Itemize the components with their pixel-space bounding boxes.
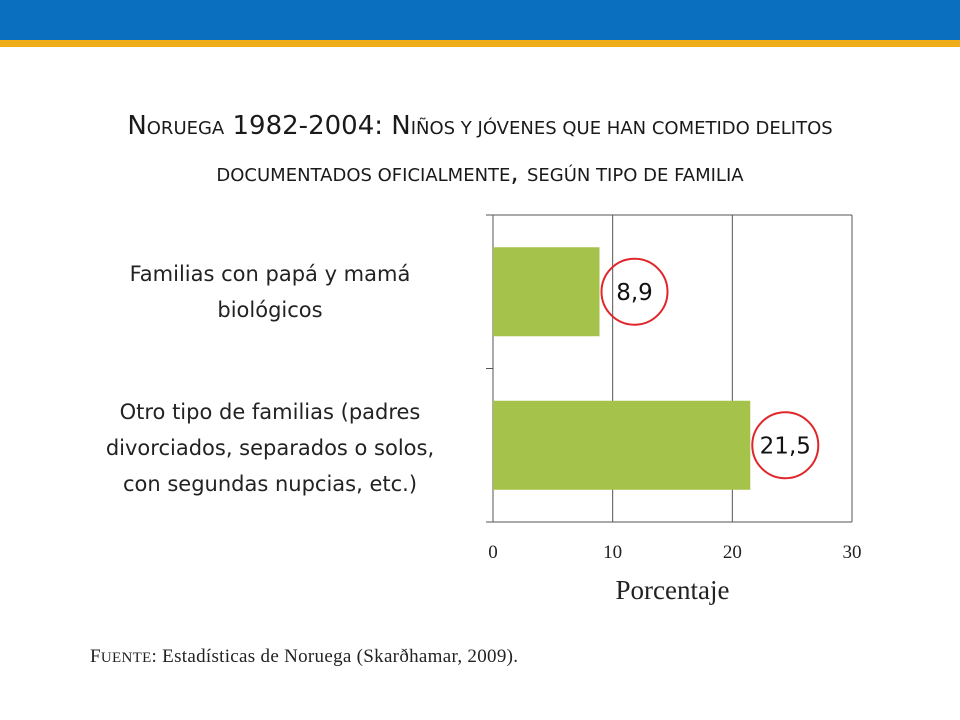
title-segment: ORUEGA [146, 118, 225, 139]
category-label-otro-tipo: Otro tipo de familias (padres divorciados… [70, 394, 470, 502]
x-tick-label: 10 [603, 542, 622, 563]
source-prefix-cap: F [90, 646, 101, 667]
title-segment: SEGÚN TIPO DE FAMILIA [526, 165, 744, 186]
slide-title: NORUEGA 1982-2004: NIÑOS Y JÓVENES QUE H… [60, 104, 900, 198]
title-segment: DOCUMENTADOS OFICIALMENTE [216, 165, 511, 186]
title-segment: N [391, 111, 411, 141]
x-tick-label: 0 [488, 542, 498, 563]
category-label-line: con segundas nupcias, etc.) [122, 472, 418, 496]
data-label: 8,9 [616, 280, 653, 306]
category-label-line: Otro tipo de familias (padres [119, 400, 421, 424]
bar [493, 247, 600, 337]
top-banner-bar [0, 0, 960, 40]
title-segment: IÑOS Y JÓVENES QUE HAN COMETIDO DELITOS [410, 118, 833, 139]
source-prefix-sc: UENTE [100, 650, 152, 666]
x-axis-title: Porcentaje [616, 575, 730, 605]
bar [493, 400, 751, 490]
highlight-circle [600, 257, 669, 326]
source-text: : Estadísticas de Noruega (Skarðhamar, 2… [151, 646, 519, 667]
source-note: FUENTE: Estadísticas de Noruega (Skarðha… [90, 646, 518, 668]
category-label-line: Familias con papá y mamá [129, 262, 411, 286]
top-banner-stripe [0, 40, 960, 47]
title-segment: , [510, 158, 527, 188]
x-tick-label: 20 [723, 542, 742, 563]
title-segment: 1982-2004: [224, 111, 392, 141]
data-label: 21,5 [760, 433, 811, 459]
category-label-familias-biologicas: Familias con papá y mamá biológicos [70, 256, 470, 328]
category-label-line: divorciados, separados o solos, [105, 436, 435, 460]
x-tick-label: 30 [843, 542, 862, 563]
highlight-circle [751, 411, 820, 480]
category-label-line: biológicos [217, 298, 323, 322]
title-segment: N [127, 111, 147, 141]
